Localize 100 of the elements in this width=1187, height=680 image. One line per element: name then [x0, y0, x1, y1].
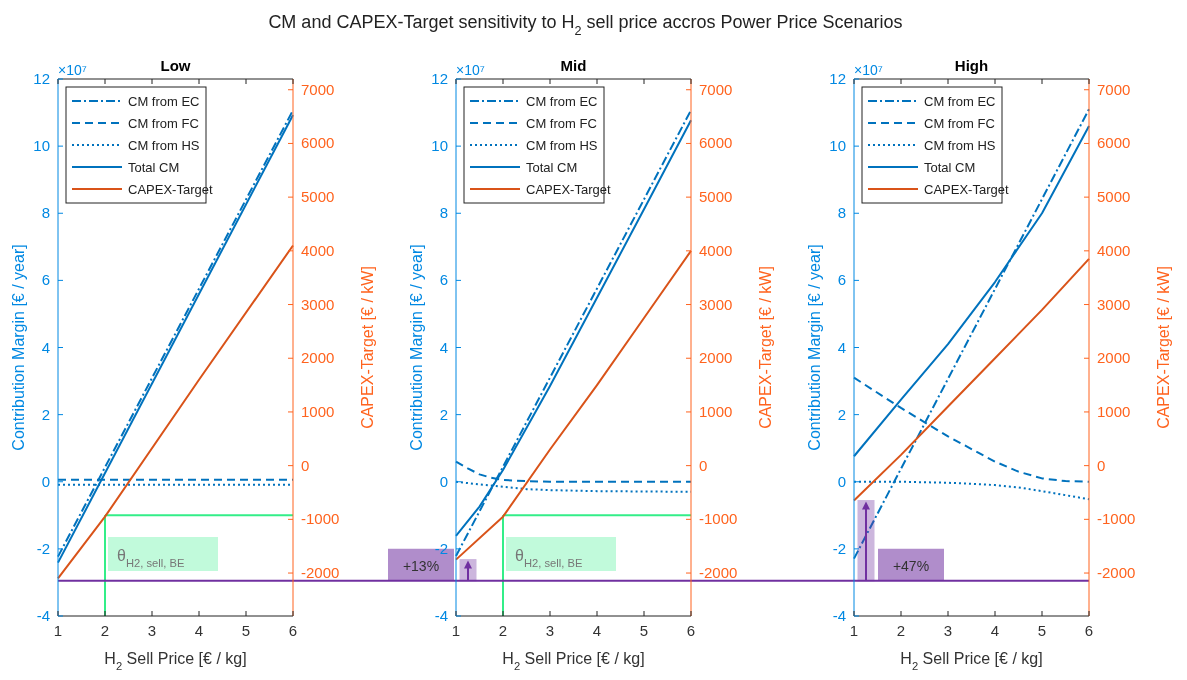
y2-axis-title: CAPEX-Target [€ / kW] — [359, 266, 376, 429]
x-axis-title: H$_{2}$ Sell Price [€ / kg] — [502, 650, 645, 672]
y-tick-label: -2 — [36, 539, 50, 557]
x-tick-label: 6 — [288, 622, 298, 639]
y-tick-label: 2 — [837, 405, 846, 423]
legend-label: Total CM — [924, 160, 976, 175]
y2-axis-title: CAPEX-Target [€ / kW] — [757, 266, 774, 429]
y-tick-label: -4 — [36, 607, 50, 624]
y2-tick-label: 6000 — [699, 134, 733, 152]
x-tick-label: 2 — [896, 622, 906, 639]
x-axis-title: H$_{2}$ Sell Price [€ / kg] — [900, 650, 1043, 672]
y-tick-label: 10 — [33, 137, 50, 155]
y-axis-title: Contribution Margin [€ / year] — [806, 244, 823, 451]
x-tick-label: 1 — [53, 622, 63, 639]
y2-tick-label: -2000 — [1097, 564, 1136, 582]
y-tick-label: 2 — [41, 405, 50, 423]
chart-subtitle: CM and CAPEX-Target sensitivity to H$_{2}$ sell price accros Power Price Scenarios — [268, 12, 903, 38]
annotation: +47% — [892, 557, 930, 574]
x-tick-label: 1 — [451, 622, 461, 639]
y-tick-label: 4 — [41, 338, 50, 356]
legend-label: CM from HS — [526, 138, 598, 153]
x-tick-label: 6 — [1084, 622, 1094, 639]
legend-label: CM from HS — [128, 138, 200, 153]
legend-label: Total CM — [526, 160, 578, 175]
x-tick-label: 5 — [241, 622, 251, 639]
text: ×10⁷ — [854, 62, 883, 78]
y-tick-label: 8 — [41, 204, 50, 222]
legend-label: CM from FC — [924, 116, 995, 131]
y2-tick-label: -1000 — [301, 510, 340, 528]
x-tick-label: 3 — [147, 622, 157, 639]
y-tick-label: 12 — [829, 70, 846, 87]
x-tick-label: 5 — [639, 622, 649, 639]
y-axis-title: Contribution Margin [€ / year] — [408, 244, 425, 451]
y-tick-label: -4 — [434, 607, 448, 624]
legend-label: CAPEX-Target — [924, 182, 1009, 197]
y-axis-title: Contribution Margin [€ / year] — [10, 244, 27, 451]
text: ×10⁷ — [58, 62, 87, 78]
y-tick-label: 12 — [431, 70, 448, 87]
legend-label: CM from EC — [526, 94, 598, 109]
y-tick-label: 2 — [439, 405, 448, 423]
x-axis-title: H$_{2}$ Sell Price [€ / kg] — [104, 650, 247, 672]
y-tick-label: 12 — [33, 70, 50, 87]
legend-label: CM from EC — [128, 94, 200, 109]
y2-tick-label: 4000 — [1097, 241, 1131, 259]
y2-tick-label: 1000 — [301, 402, 335, 420]
y2-tick-label: 2000 — [301, 349, 335, 367]
y-tick-label: -2 — [434, 539, 448, 557]
x-tick-label: 3 — [545, 622, 555, 639]
y2-tick-label: -1000 — [699, 510, 738, 528]
y2-tick-label: 1000 — [1097, 402, 1131, 420]
x-tick-label: 5 — [1037, 622, 1047, 639]
legend-label: CAPEX-Target — [526, 182, 611, 197]
legend-label: CM from FC — [128, 116, 199, 131]
y2-tick-label: 7000 — [699, 80, 733, 98]
y-tick-label: -2 — [832, 539, 846, 557]
y-tick-label: 6 — [439, 271, 448, 289]
y-tick-label: -4 — [832, 607, 846, 624]
y2-tick-label: 3000 — [1097, 295, 1131, 313]
text: +13% — [402, 557, 440, 574]
y-tick-label: 10 — [829, 137, 846, 155]
x-tick-label: 4 — [990, 622, 1000, 639]
y-tick-label: 10 — [431, 137, 448, 155]
y-tick-label: 8 — [439, 204, 448, 222]
y2-tick-label: 1000 — [699, 402, 733, 420]
y2-tick-label: 2000 — [699, 349, 733, 367]
legend-label: CM from EC — [924, 94, 996, 109]
legend-label: Total CM — [128, 160, 180, 175]
x-tick-label: 1 — [849, 622, 859, 639]
y-tick-label: 0 — [837, 472, 846, 490]
y2-tick-label: 4000 — [301, 241, 335, 259]
y2-tick-label: -1000 — [1097, 510, 1136, 528]
y-tick-label: 6 — [41, 271, 50, 289]
chart-title: High — [954, 57, 989, 74]
legend-label: CM from FC — [526, 116, 597, 131]
y-tick-label: 6 — [837, 271, 846, 289]
x-tick-label: 4 — [592, 622, 602, 639]
y2-tick-label: 2000 — [1097, 349, 1131, 367]
y2-tick-label: 0 — [699, 456, 708, 474]
x-tick-label: 2 — [498, 622, 508, 639]
y-tick-label: 4 — [837, 338, 846, 356]
y2-tick-label: 5000 — [301, 188, 335, 206]
y2-tick-label: -2000 — [699, 564, 738, 582]
y2-tick-label: 7000 — [301, 80, 335, 98]
y-tick-label: 0 — [41, 472, 50, 490]
chart-title: Mid — [560, 57, 587, 74]
x-tick-label: 6 — [686, 622, 696, 639]
y2-tick-label: 6000 — [301, 134, 335, 152]
y-tick-label: 8 — [837, 204, 846, 222]
legend-label: CM from HS — [924, 138, 996, 153]
y2-tick-label: 3000 — [301, 295, 335, 313]
line-series — [853, 257, 1090, 502]
y2-tick-label: 0 — [1097, 456, 1106, 474]
x-tick-label: 4 — [194, 622, 204, 639]
y2-tick-label: 6000 — [1097, 134, 1131, 152]
y-tick-label: 4 — [439, 338, 448, 356]
ref-line-label: θ$_{H2, sell, BE}$ — [515, 547, 583, 569]
x-tick-label: 3 — [943, 622, 953, 639]
y2-tick-label: 7000 — [1097, 80, 1131, 98]
y2-tick-label: 5000 — [1097, 188, 1131, 206]
y2-tick-label: 0 — [301, 456, 310, 474]
